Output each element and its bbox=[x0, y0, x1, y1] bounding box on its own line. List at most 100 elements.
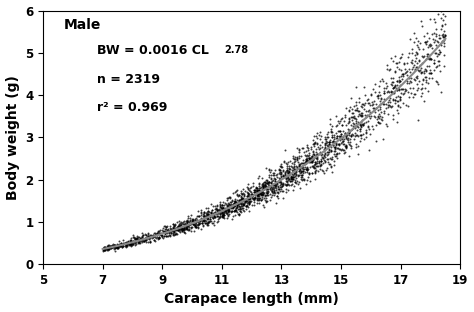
Point bbox=[246, 197, 254, 202]
Point bbox=[374, 93, 382, 98]
Point bbox=[311, 162, 319, 167]
Point bbox=[271, 181, 279, 186]
Point bbox=[248, 196, 256, 201]
Point bbox=[327, 162, 334, 167]
Point bbox=[369, 87, 376, 92]
Point bbox=[339, 123, 346, 128]
Point bbox=[323, 153, 330, 158]
Point bbox=[392, 101, 399, 106]
Point bbox=[365, 126, 373, 131]
Point bbox=[293, 155, 301, 160]
Point bbox=[262, 185, 270, 190]
Point bbox=[155, 234, 163, 239]
Point bbox=[430, 67, 438, 72]
Point bbox=[321, 154, 329, 159]
Point bbox=[200, 218, 207, 223]
Point bbox=[393, 79, 401, 84]
Point bbox=[237, 198, 244, 203]
Point bbox=[406, 79, 414, 84]
Point bbox=[165, 230, 173, 235]
Point bbox=[347, 133, 355, 138]
Point bbox=[396, 60, 403, 65]
Point bbox=[313, 163, 320, 168]
Point bbox=[321, 159, 328, 164]
Point bbox=[345, 119, 353, 124]
Point bbox=[335, 150, 343, 155]
Point bbox=[440, 37, 447, 42]
Point bbox=[158, 227, 166, 232]
Point bbox=[374, 93, 381, 98]
Point bbox=[328, 154, 336, 159]
Point bbox=[404, 90, 411, 95]
Point bbox=[325, 140, 333, 145]
Point bbox=[123, 244, 131, 249]
Point bbox=[259, 202, 266, 207]
Point bbox=[432, 65, 439, 70]
Point bbox=[304, 165, 311, 170]
Point bbox=[220, 209, 228, 214]
Point bbox=[233, 202, 240, 207]
Point bbox=[258, 192, 266, 197]
Point bbox=[170, 227, 177, 232]
Point bbox=[361, 136, 368, 141]
Point bbox=[111, 248, 119, 253]
Point bbox=[155, 236, 163, 241]
Point bbox=[281, 148, 289, 153]
Point bbox=[321, 143, 328, 148]
Point bbox=[224, 207, 232, 212]
Point bbox=[257, 197, 264, 202]
Point bbox=[171, 227, 178, 232]
Point bbox=[332, 143, 340, 148]
Point bbox=[312, 159, 319, 164]
Point bbox=[162, 229, 170, 234]
Point bbox=[334, 151, 341, 156]
Point bbox=[410, 31, 418, 36]
Point bbox=[128, 242, 136, 247]
Point bbox=[190, 217, 197, 222]
Point bbox=[216, 202, 223, 207]
Point bbox=[207, 215, 214, 220]
Point bbox=[309, 159, 316, 164]
Point bbox=[172, 231, 179, 236]
Point bbox=[416, 62, 423, 67]
Point bbox=[208, 207, 216, 212]
Point bbox=[106, 244, 114, 249]
Point bbox=[376, 79, 383, 84]
Point bbox=[155, 236, 163, 241]
Point bbox=[388, 105, 395, 110]
Point bbox=[202, 206, 210, 211]
Point bbox=[271, 179, 278, 184]
Point bbox=[208, 212, 216, 217]
Point bbox=[346, 108, 353, 113]
Point bbox=[283, 179, 291, 184]
Point bbox=[263, 191, 270, 196]
Point bbox=[223, 208, 230, 213]
Point bbox=[389, 76, 396, 80]
Point bbox=[180, 227, 187, 232]
Point bbox=[184, 218, 192, 223]
Point bbox=[182, 218, 190, 223]
Point bbox=[271, 184, 279, 189]
Point bbox=[251, 192, 259, 197]
Point bbox=[310, 141, 317, 146]
Point bbox=[169, 226, 176, 231]
Point bbox=[407, 70, 414, 75]
Point bbox=[248, 194, 255, 199]
Point bbox=[127, 239, 135, 244]
Point bbox=[388, 80, 396, 85]
Point bbox=[290, 167, 297, 172]
Point bbox=[254, 175, 262, 180]
Point bbox=[313, 142, 320, 147]
Point bbox=[230, 201, 238, 206]
Point bbox=[268, 189, 276, 194]
Point bbox=[440, 41, 447, 46]
Point bbox=[408, 51, 416, 56]
Point bbox=[278, 181, 286, 186]
Point bbox=[345, 132, 353, 137]
Point bbox=[113, 246, 120, 251]
Point bbox=[225, 211, 233, 216]
Point bbox=[307, 155, 314, 160]
Point bbox=[110, 246, 118, 251]
Point bbox=[208, 209, 215, 214]
Point bbox=[324, 149, 331, 154]
